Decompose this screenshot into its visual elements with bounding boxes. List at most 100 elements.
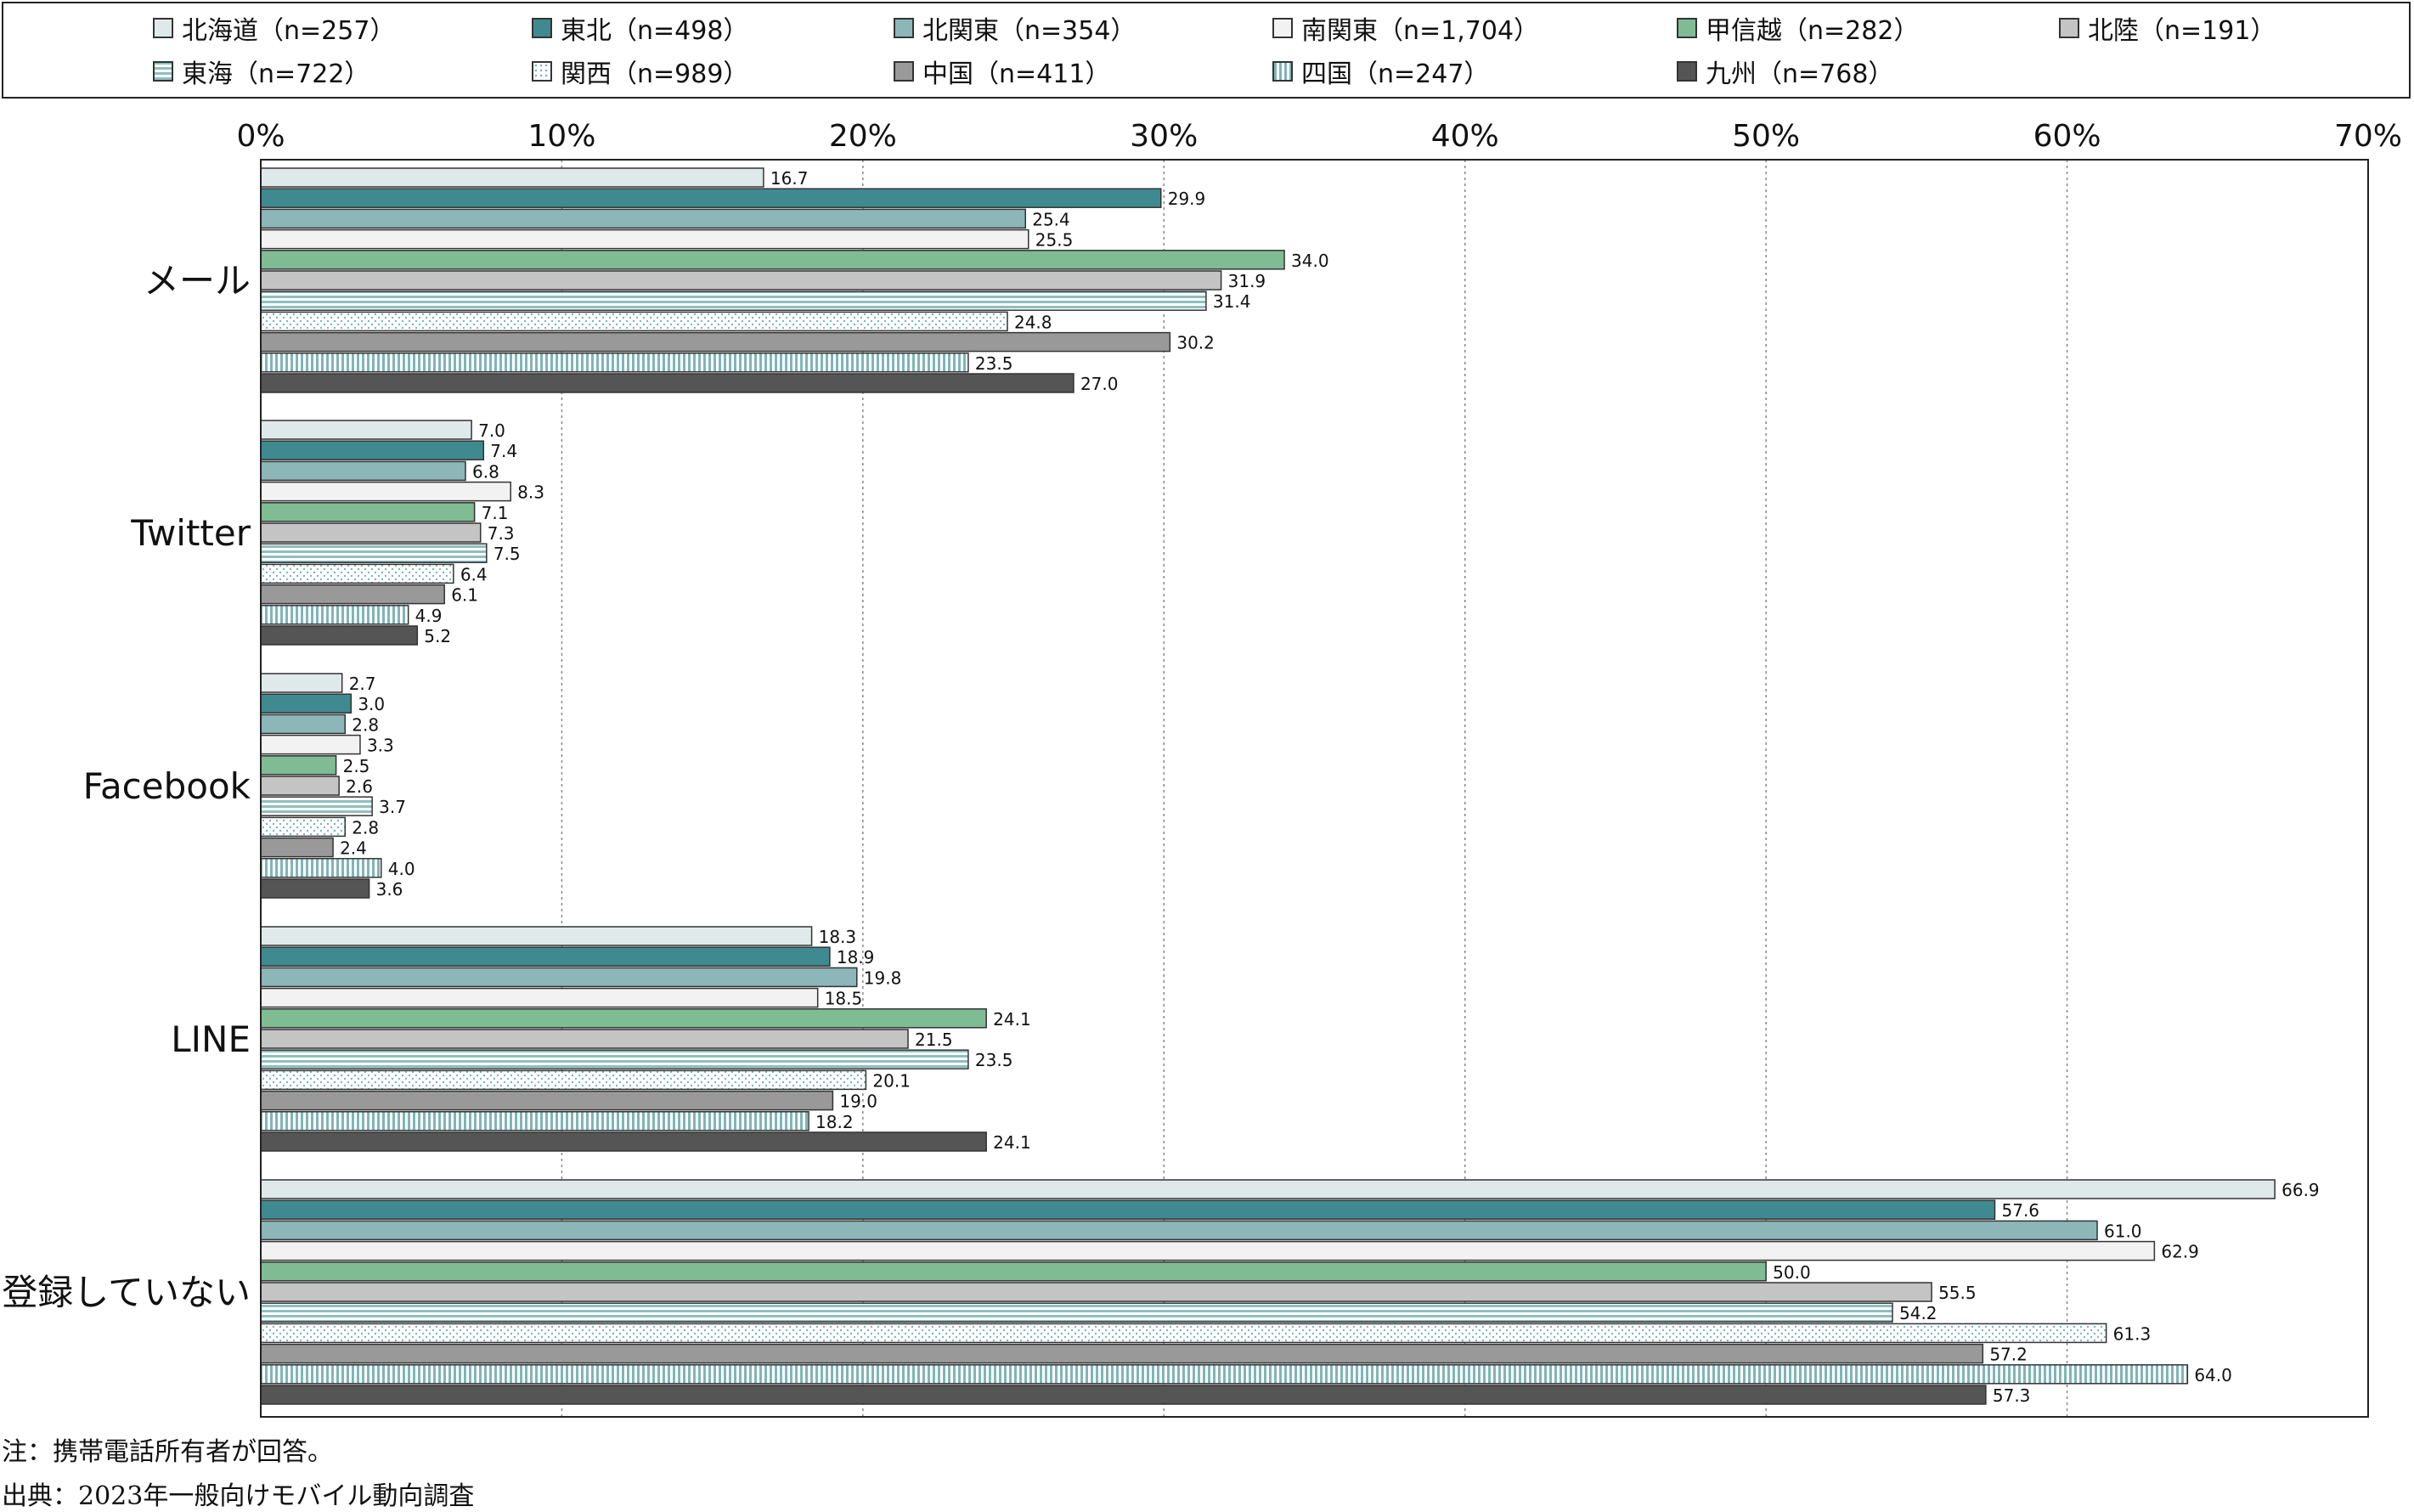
bar-series-0 bbox=[260, 673, 343, 693]
legend-item-0: 北海道（n=257） bbox=[153, 11, 396, 46]
bar-series-6 bbox=[260, 1302, 1893, 1323]
data-label: 2.5 bbox=[343, 756, 370, 776]
x-tick-label: 40% bbox=[1431, 119, 1499, 154]
bar-series-8 bbox=[260, 584, 445, 605]
data-label: 18.3 bbox=[819, 927, 857, 947]
x-tick-label: 60% bbox=[2033, 119, 2101, 154]
legend-item-6: 東海（n=722） bbox=[153, 54, 369, 89]
bar-series-1 bbox=[260, 693, 353, 714]
bar-series-8 bbox=[260, 331, 1171, 353]
category-label: メール bbox=[144, 260, 251, 302]
bar-series-5 bbox=[260, 270, 1222, 291]
legend-label: 北海道（n=257） bbox=[182, 16, 396, 46]
legend-label: 九州（n=768） bbox=[1706, 59, 1894, 89]
data-label: 31.9 bbox=[1228, 271, 1266, 291]
data-label: 18.5 bbox=[825, 989, 863, 1009]
legend-item-9: 四国（n=247） bbox=[1272, 54, 1489, 89]
data-label: 7.5 bbox=[494, 544, 521, 564]
legend-label: 中国（n=411） bbox=[922, 59, 1111, 89]
data-label: 4.0 bbox=[388, 859, 415, 879]
data-label: 6.4 bbox=[460, 564, 488, 584]
bar-series-2 bbox=[260, 714, 346, 735]
data-label: 61.3 bbox=[2113, 1323, 2152, 1344]
legend-label: 北陸（n=191） bbox=[2088, 16, 2276, 46]
bar-series-1 bbox=[260, 440, 485, 460]
legend-item-2: 北関東（n=354） bbox=[894, 11, 1136, 46]
bar-series-4 bbox=[260, 755, 337, 776]
bar-series-6 bbox=[260, 796, 373, 816]
legend-swatch bbox=[894, 18, 914, 38]
data-label: 24.1 bbox=[993, 1009, 1031, 1030]
x-tick-label: 20% bbox=[829, 119, 897, 154]
data-label: 16.7 bbox=[770, 168, 809, 189]
note-text: 注：携帯電話所有者が回答。 bbox=[2, 1437, 333, 1467]
legend-item-10: 九州（n=768） bbox=[1677, 54, 1894, 89]
data-label: 57.2 bbox=[1989, 1345, 2028, 1365]
data-label: 27.0 bbox=[1080, 374, 1119, 394]
bar-series-2 bbox=[260, 208, 1026, 229]
legend-swatch bbox=[1677, 18, 1697, 38]
data-label: 20.1 bbox=[872, 1070, 911, 1091]
legend-item-4: 甲信越（n=282） bbox=[1677, 11, 1920, 46]
data-label: 7.0 bbox=[478, 420, 505, 441]
bar-series-4 bbox=[260, 502, 476, 522]
data-label: 55.5 bbox=[1938, 1283, 1977, 1303]
bar-series-4 bbox=[260, 1261, 1767, 1282]
bar-series-8 bbox=[260, 1090, 834, 1111]
data-label: 62.9 bbox=[2161, 1242, 2199, 1262]
legend-item-5: 北陸（n=191） bbox=[2059, 11, 2276, 46]
data-label: 25.5 bbox=[1035, 230, 1074, 251]
bars bbox=[260, 167, 2276, 1405]
bar-series-3 bbox=[260, 1240, 2156, 1261]
category-label: Facebook bbox=[83, 765, 251, 807]
bar-series-9 bbox=[260, 353, 969, 373]
data-label: 5.2 bbox=[424, 626, 451, 646]
data-label: 6.1 bbox=[451, 585, 478, 606]
bar-series-8 bbox=[260, 1343, 1984, 1364]
data-label: 34.0 bbox=[1291, 251, 1329, 271]
data-label: 23.5 bbox=[975, 1050, 1013, 1070]
data-label: 2.4 bbox=[340, 838, 367, 859]
legend-swatch bbox=[532, 18, 552, 38]
bar-series-5 bbox=[260, 1029, 909, 1049]
category-label: 登録していない bbox=[2, 1272, 251, 1313]
bar-series-10 bbox=[260, 1131, 987, 1152]
bar-series-3 bbox=[260, 734, 361, 755]
data-label: 3.3 bbox=[367, 736, 394, 756]
x-tick-label: 0% bbox=[236, 119, 285, 154]
legend: 北海道（n=257） 東北（n=498） 北関東（n=354） 南関東（n=1,704… bbox=[2, 2, 2411, 99]
data-label: 2.8 bbox=[352, 714, 379, 735]
legend-swatch bbox=[1272, 61, 1293, 82]
bar-series-10 bbox=[260, 1385, 1987, 1405]
legend-label: 甲信越（n=282） bbox=[1706, 16, 1920, 46]
plot-frame bbox=[260, 159, 2369, 1418]
category-label: Twitter bbox=[130, 512, 251, 554]
source-text: 出典：2023年一般向けモバイル動向調査 bbox=[2, 1481, 475, 1511]
legend-item-3: 南関東（n=1,704） bbox=[1272, 11, 1539, 46]
data-label: 23.5 bbox=[975, 353, 1013, 374]
data-label: 24.8 bbox=[1014, 312, 1052, 332]
bar-series-5 bbox=[260, 1282, 1932, 1302]
data-label: 18.2 bbox=[815, 1112, 854, 1132]
bar-series-9 bbox=[260, 605, 409, 625]
x-tick-label: 50% bbox=[1732, 119, 1800, 154]
bar-series-2 bbox=[260, 967, 858, 988]
data-label: 57.3 bbox=[1993, 1385, 2031, 1406]
data-label: 30.2 bbox=[1176, 333, 1215, 353]
x-tick-label: 70% bbox=[2334, 119, 2402, 154]
data-label: 7.4 bbox=[490, 441, 517, 461]
bar-series-7 bbox=[260, 311, 1008, 332]
data-label: 7.1 bbox=[482, 503, 509, 523]
bar-series-6 bbox=[260, 1049, 969, 1069]
legend-swatch bbox=[153, 18, 173, 38]
bar-series-0 bbox=[260, 167, 764, 188]
legend-swatch bbox=[2059, 18, 2079, 38]
bar-series-1 bbox=[260, 188, 1162, 208]
bar-series-5 bbox=[260, 522, 482, 543]
bar-series-7 bbox=[260, 1069, 867, 1091]
bar-series-6 bbox=[260, 291, 1207, 311]
legend-label: 北関東（n=354） bbox=[922, 16, 1136, 46]
bar-series-1 bbox=[260, 946, 831, 967]
legend-swatch bbox=[532, 61, 552, 82]
